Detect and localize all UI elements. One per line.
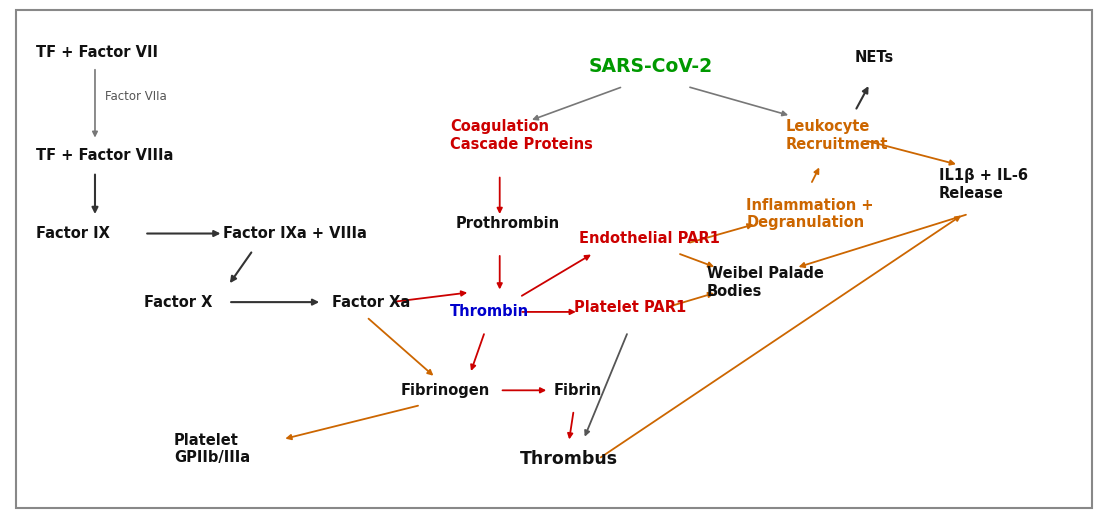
Text: IL1β + IL-6
Release: IL1β + IL-6 Release bbox=[938, 168, 1028, 200]
FancyArrowPatch shape bbox=[497, 256, 502, 287]
Text: Inflammation +
Degranulation: Inflammation + Degranulation bbox=[747, 198, 874, 230]
Text: SARS-CoV-2: SARS-CoV-2 bbox=[588, 57, 712, 77]
FancyArrowPatch shape bbox=[497, 178, 502, 212]
Text: Coagulation
Cascade Proteins: Coagulation Cascade Proteins bbox=[450, 119, 593, 152]
Text: TF + Factor VIIIa: TF + Factor VIIIa bbox=[35, 148, 173, 163]
FancyArrowPatch shape bbox=[680, 254, 712, 267]
FancyArrowPatch shape bbox=[601, 217, 960, 457]
FancyArrowPatch shape bbox=[93, 70, 98, 136]
FancyArrowPatch shape bbox=[287, 406, 418, 439]
FancyArrowPatch shape bbox=[585, 334, 627, 435]
Text: Factor X: Factor X bbox=[144, 295, 213, 310]
FancyArrowPatch shape bbox=[92, 175, 98, 212]
Text: Leukocyte
Recruitment: Leukocyte Recruitment bbox=[786, 119, 889, 152]
FancyArrowPatch shape bbox=[690, 87, 787, 116]
FancyArrowPatch shape bbox=[568, 413, 573, 438]
FancyArrowPatch shape bbox=[670, 293, 712, 306]
Text: NETs: NETs bbox=[855, 50, 894, 65]
FancyArrowPatch shape bbox=[812, 169, 819, 182]
FancyArrowPatch shape bbox=[393, 291, 465, 302]
Text: Factor Xa: Factor Xa bbox=[332, 295, 410, 310]
FancyArrowPatch shape bbox=[868, 141, 954, 165]
FancyArrowPatch shape bbox=[147, 231, 218, 236]
Text: Weibel Palade
Bodies: Weibel Palade Bodies bbox=[707, 266, 824, 299]
FancyArrowPatch shape bbox=[522, 310, 574, 314]
FancyArrowPatch shape bbox=[503, 388, 544, 393]
FancyArrowPatch shape bbox=[856, 88, 868, 109]
Text: Fibrin: Fibrin bbox=[554, 383, 603, 398]
Text: Thrombin: Thrombin bbox=[450, 305, 530, 320]
Text: Factor IXa + VIIIa: Factor IXa + VIIIa bbox=[224, 226, 367, 241]
Text: Factor IX: Factor IX bbox=[35, 226, 110, 241]
FancyArrowPatch shape bbox=[232, 252, 252, 281]
Text: TF + Factor VII: TF + Factor VII bbox=[35, 45, 157, 60]
Text: Thrombus: Thrombus bbox=[520, 450, 617, 468]
Text: Factor VIIa: Factor VIIa bbox=[105, 90, 166, 103]
FancyArrowPatch shape bbox=[534, 88, 620, 120]
Text: Platelet
GPIIb/IIIa: Platelet GPIIb/IIIa bbox=[174, 433, 250, 465]
Text: Endothelial PAR1: Endothelial PAR1 bbox=[578, 231, 719, 246]
FancyArrowPatch shape bbox=[800, 215, 966, 267]
FancyArrowPatch shape bbox=[471, 334, 484, 369]
FancyArrowPatch shape bbox=[522, 255, 589, 296]
Text: Platelet PAR1: Platelet PAR1 bbox=[574, 299, 686, 314]
Text: Prothrombin: Prothrombin bbox=[455, 216, 560, 231]
FancyArrowPatch shape bbox=[369, 319, 432, 375]
FancyArrowPatch shape bbox=[690, 224, 751, 242]
Text: Fibrinogen: Fibrinogen bbox=[401, 383, 490, 398]
FancyArrowPatch shape bbox=[232, 299, 317, 305]
